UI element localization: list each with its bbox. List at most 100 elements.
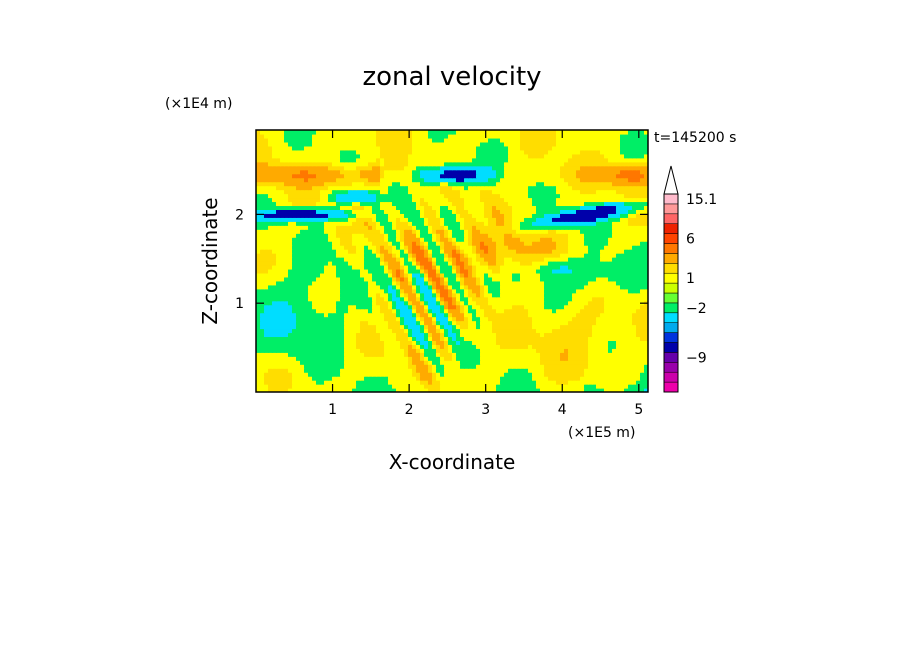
field-cell bbox=[640, 280, 645, 286]
field-cell bbox=[508, 388, 513, 392]
field-cell bbox=[320, 328, 325, 334]
field-cell bbox=[260, 221, 265, 226]
field-cell bbox=[276, 316, 281, 322]
field-cell bbox=[324, 372, 329, 377]
field-cell bbox=[616, 316, 621, 322]
field-cell bbox=[532, 233, 537, 238]
field-cell bbox=[576, 213, 581, 218]
field-cell bbox=[256, 328, 261, 334]
field-cell bbox=[436, 336, 441, 341]
field-cell bbox=[644, 340, 648, 345]
field-cell bbox=[400, 372, 405, 377]
field-cell bbox=[608, 264, 613, 270]
field-cell bbox=[324, 245, 329, 250]
field-cell bbox=[460, 344, 465, 349]
field-cell bbox=[416, 189, 421, 195]
field-cell bbox=[432, 344, 437, 349]
field-cell bbox=[400, 280, 405, 286]
field-cell bbox=[448, 356, 453, 361]
field-cell bbox=[464, 209, 469, 214]
field-cell bbox=[340, 280, 345, 286]
field-cell bbox=[532, 352, 537, 357]
field-cell bbox=[336, 340, 341, 345]
field-cell bbox=[384, 388, 389, 392]
field-cell bbox=[628, 296, 633, 302]
field-cell bbox=[492, 316, 497, 322]
field-cell bbox=[388, 205, 393, 210]
field-cell bbox=[468, 360, 473, 365]
field-cell bbox=[512, 213, 517, 218]
field-cell bbox=[612, 193, 617, 199]
field-cell bbox=[516, 284, 521, 290]
field-cell bbox=[408, 316, 413, 322]
field-cell bbox=[336, 276, 341, 282]
field-cell bbox=[456, 332, 461, 338]
field-cell bbox=[304, 209, 309, 214]
field-cell bbox=[484, 328, 489, 334]
field-cell bbox=[256, 268, 261, 274]
field-cell bbox=[600, 336, 605, 341]
field-cell bbox=[340, 201, 345, 207]
field-cell bbox=[288, 348, 293, 353]
field-cell bbox=[592, 380, 597, 385]
field-cell bbox=[432, 201, 437, 207]
field-cell bbox=[300, 268, 305, 274]
field-cell bbox=[528, 288, 533, 294]
field-cell bbox=[348, 312, 353, 318]
field-cell bbox=[640, 288, 645, 294]
field-cell bbox=[364, 205, 369, 210]
field-cell bbox=[356, 292, 361, 298]
field-cell bbox=[544, 201, 549, 207]
field-cell bbox=[516, 340, 521, 345]
field-cell bbox=[444, 253, 449, 258]
field-cell bbox=[548, 197, 553, 203]
field-cell bbox=[256, 241, 261, 246]
field-cell bbox=[344, 288, 349, 294]
field-cell bbox=[552, 280, 557, 286]
field-cell bbox=[500, 352, 505, 357]
field-cell bbox=[448, 372, 453, 377]
field-cell bbox=[612, 340, 617, 345]
field-cell bbox=[460, 201, 465, 207]
field-cell bbox=[516, 233, 521, 238]
field-cell bbox=[444, 300, 449, 306]
field-cell bbox=[496, 316, 501, 322]
field-cell bbox=[476, 368, 481, 373]
field-cell bbox=[520, 245, 525, 250]
field-cell bbox=[532, 304, 537, 310]
field-cell bbox=[464, 328, 469, 334]
field-cell bbox=[260, 268, 265, 274]
field-cell bbox=[392, 272, 397, 278]
field-cell bbox=[412, 380, 417, 385]
field-cell bbox=[624, 344, 629, 349]
field-cell bbox=[360, 189, 365, 195]
field-cell bbox=[500, 344, 505, 349]
field-cell bbox=[332, 268, 337, 274]
field-cell bbox=[592, 201, 597, 207]
field-cell bbox=[580, 312, 585, 318]
field-cell bbox=[316, 320, 321, 326]
field-cell bbox=[592, 276, 597, 282]
field-cell bbox=[280, 209, 285, 214]
field-cell bbox=[560, 284, 565, 290]
field-cell bbox=[256, 388, 261, 392]
field-cell bbox=[440, 308, 445, 314]
field-cell bbox=[580, 364, 585, 369]
field-cell bbox=[440, 245, 445, 250]
field-cell bbox=[340, 292, 345, 298]
field-cell bbox=[452, 360, 457, 365]
field-cell bbox=[600, 304, 605, 310]
field-cell bbox=[300, 233, 305, 238]
field-cell bbox=[444, 328, 449, 334]
field-cell bbox=[288, 253, 293, 258]
field-cell bbox=[536, 276, 541, 282]
field-cell bbox=[320, 245, 325, 250]
field-cell bbox=[332, 280, 337, 286]
field-cell bbox=[352, 348, 357, 353]
field-cell bbox=[616, 225, 621, 230]
field-cell bbox=[384, 201, 389, 207]
field-cell bbox=[368, 316, 373, 322]
field-cell bbox=[444, 376, 449, 381]
field-cell bbox=[356, 360, 361, 365]
field-cell bbox=[356, 368, 361, 373]
